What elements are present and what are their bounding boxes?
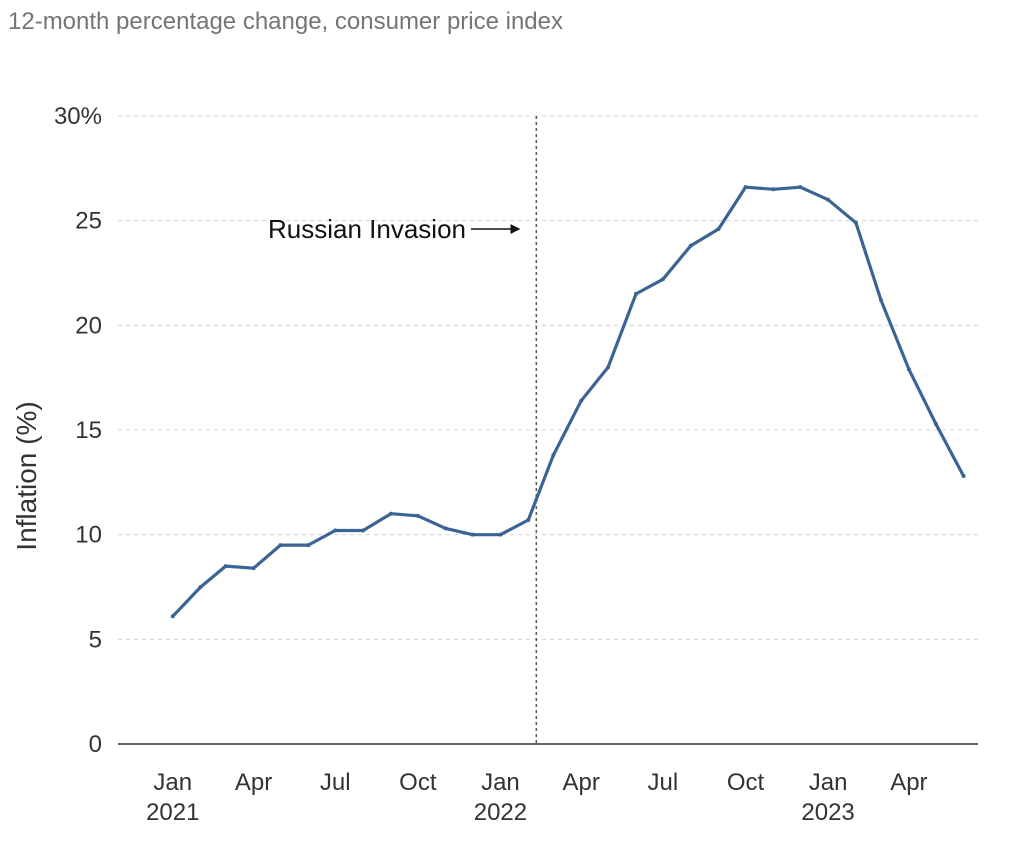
data-point — [251, 566, 256, 571]
data-point — [415, 513, 420, 518]
x-tick-month-label: Apr — [235, 769, 272, 796]
x-tick-month-label: Oct — [399, 769, 437, 796]
y-axis-title: Inflation (%) — [11, 401, 42, 550]
x-tick-year-label: 2022 — [474, 799, 527, 826]
data-point — [306, 543, 311, 548]
data-point — [906, 367, 911, 372]
x-tick-month-label: Apr — [563, 769, 600, 796]
data-point — [879, 298, 884, 303]
y-tick-label: 25 — [75, 208, 102, 235]
data-point — [660, 277, 665, 282]
data-point — [443, 526, 448, 531]
y-tick-label: 5 — [89, 626, 102, 653]
x-tick-month-label: Jul — [320, 769, 351, 796]
data-point — [333, 528, 338, 533]
data-point — [933, 421, 938, 426]
data-point — [853, 220, 858, 225]
data-point — [579, 398, 584, 403]
data-point — [743, 185, 748, 190]
data-point — [688, 243, 693, 248]
data-point — [198, 585, 203, 589]
data-point — [961, 474, 966, 479]
data-point — [470, 532, 475, 537]
data-point — [526, 518, 531, 523]
data-point — [388, 511, 393, 516]
data-point — [361, 528, 366, 533]
data-point — [278, 543, 283, 548]
data-point — [606, 365, 611, 370]
series-line — [171, 185, 966, 618]
x-tick-month-label: Jan — [481, 769, 520, 796]
y-tick-label: 0 — [89, 731, 102, 758]
data-point — [771, 187, 776, 192]
x-tick-month-label: Jul — [648, 769, 679, 796]
data-point — [498, 532, 503, 537]
x-tick-month-label: Jan — [153, 769, 192, 796]
y-tick-label: 15 — [75, 417, 102, 444]
chart-subtitle: 12-month percentage change, consumer pri… — [8, 8, 563, 35]
data-point — [716, 227, 721, 232]
y-tick-label: 10 — [75, 522, 102, 549]
data-point — [826, 197, 831, 202]
y-tick-label: 20 — [75, 312, 102, 339]
x-tick-month-label: Jan — [809, 769, 848, 796]
x-tick-year-label: 2021 — [146, 799, 199, 826]
x-tick-year-label: 2023 — [801, 799, 854, 826]
data-point — [551, 453, 556, 458]
x-tick-month-label: Apr — [890, 769, 927, 796]
data-point — [633, 291, 638, 296]
invasion-annotation-label: Russian Invasion — [268, 214, 466, 244]
data-point — [223, 564, 228, 569]
y-tick-label: 30% — [54, 103, 102, 130]
data-point — [170, 614, 175, 619]
data-point — [798, 185, 803, 190]
x-tick-month-label: Oct — [727, 769, 765, 796]
